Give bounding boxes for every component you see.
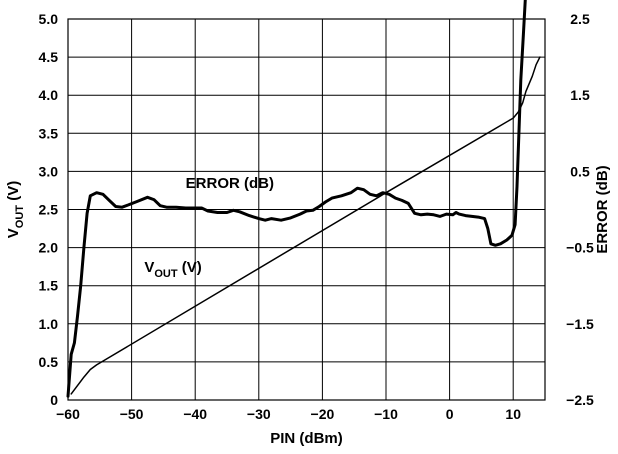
y-tick-label: 3.5 [39, 125, 59, 141]
x-tick-label: −20 [311, 406, 335, 422]
y-axis-title: VOUT (V) [5, 181, 26, 238]
y2-tick-label: −1.5 [566, 316, 594, 332]
y2-axis-title: ERROR (dB) [594, 165, 611, 253]
y-axis-title-main: V [5, 228, 22, 238]
y-tick-label: 1.0 [39, 316, 59, 332]
x-axis-title: PIN (dBm) [270, 430, 343, 447]
annotation-vout-main: V [144, 259, 154, 276]
grid [68, 19, 545, 400]
y-tick-label: 5.0 [39, 11, 59, 27]
y-tick-label: 0 [50, 392, 58, 408]
x-tick-label: −50 [120, 406, 144, 422]
series-layer [66, 0, 541, 398]
y2-tick-label: 0.5 [570, 163, 590, 179]
tick-labels: −60 −50 −40 −30 −20 −10 0 10 0 0.5 1.0 1.5 2.0 2.5 3.0… [39, 11, 595, 422]
x-tick-label: −40 [183, 406, 207, 422]
series-line-vout [70, 56, 541, 395]
y-tick-label: 4.5 [39, 49, 59, 65]
x-tick-label: −10 [374, 406, 398, 422]
y-tick-label: 2.5 [39, 202, 59, 218]
y-axis-title-unit: (V) [5, 181, 22, 205]
y-tick-label: 4.0 [39, 87, 59, 103]
annotation-vout-unit: (V) [178, 259, 202, 276]
annotation-error-curve-text: ERROR (dB) [186, 175, 274, 192]
y2-tick-label: 1.5 [570, 87, 590, 103]
x-tick-label: 0 [446, 406, 454, 422]
y-tick-label: 2.0 [39, 240, 59, 256]
series-line-error [66, 0, 527, 398]
y2-tick-label: −0.5 [566, 240, 594, 256]
x-tick-label: −30 [247, 406, 271, 422]
y2-tick-label: −2.5 [566, 392, 594, 408]
y-tick-label: 0.5 [39, 354, 59, 370]
plot-frame [67, 18, 546, 401]
y-tick-label: 1.5 [39, 278, 59, 294]
annotation-error-curve: ERROR (dB) [186, 175, 274, 192]
annotation-vout-curve: VOUT (V) [144, 259, 201, 280]
y-axis-title-subscript: OUT [14, 205, 26, 229]
y-tick-label: 3.0 [39, 163, 59, 179]
annotation-vout-subscript: OUT [154, 268, 178, 280]
y2-tick-label: 2.5 [570, 11, 590, 27]
x-tick-label: −60 [56, 406, 80, 422]
x-tick-label: 10 [505, 406, 521, 422]
